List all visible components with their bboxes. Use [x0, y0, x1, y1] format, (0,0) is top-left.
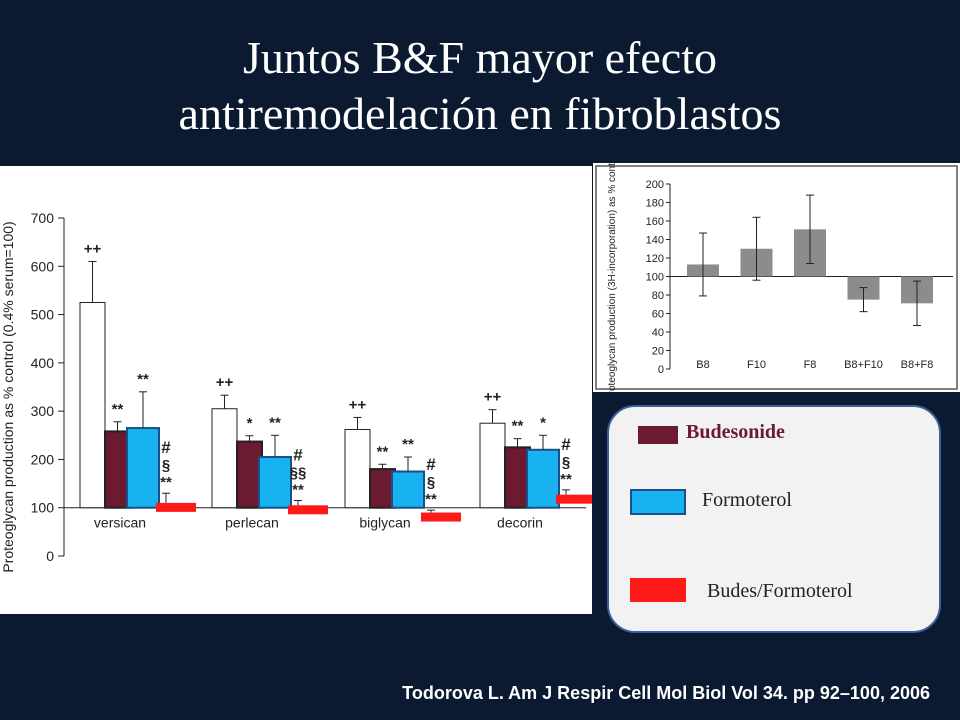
- category-label-decorin: decorin: [497, 515, 543, 531]
- significance-marker: **: [425, 491, 437, 508]
- slide-title: Juntos B&F mayor efecto antiremodelación…: [0, 30, 960, 142]
- y-tick-label: 700: [31, 210, 55, 226]
- bar-versican-2: [126, 427, 160, 509]
- inset-category-label-B8+F8: B8+F8: [901, 359, 934, 371]
- significance-marker: *: [540, 414, 546, 431]
- bar-perlecan-0: [211, 408, 238, 509]
- bar-biglycan-0: [344, 428, 371, 509]
- significance-marker: **: [112, 401, 124, 418]
- bar-versican-0: [79, 302, 106, 509]
- y-tick-label: 500: [31, 307, 55, 323]
- legend-swatch-budes-formoterol: [630, 578, 686, 602]
- significance-marker: **: [560, 471, 572, 488]
- significance-marker: #: [161, 438, 171, 457]
- significance-marker: **: [377, 443, 389, 460]
- legend-swatch-budesonide: [638, 426, 678, 444]
- legend-label-formoterol: Formoterol: [702, 489, 792, 511]
- inset-y-tick-label: 20: [652, 346, 664, 358]
- citation: Todorova L. Am J Respir Cell Mol Biol Vo…: [402, 683, 930, 703]
- inset-y-tick-label: 40: [652, 327, 664, 339]
- inset-category-label-F8: F8: [804, 359, 817, 371]
- significance-marker: *: [247, 415, 253, 432]
- bar-perlecan-1: [236, 440, 263, 509]
- y-tick-label: 0: [46, 548, 54, 564]
- title-line-2: antiremodelación en fibroblastos: [178, 88, 782, 139]
- bar-versican-3: [156, 502, 196, 512]
- significance-marker: **: [292, 481, 304, 498]
- legend-label-budes-formoterol: Budes/Formoterol: [707, 580, 853, 602]
- inset-y-tick-label: 160: [646, 216, 664, 228]
- bar-perlecan-3: [288, 505, 328, 515]
- inset-y-axis-label: Proteoglycan production (3H-incorporatio…: [607, 163, 618, 392]
- y-tick-label: 300: [31, 403, 55, 419]
- significance-marker: **: [137, 371, 149, 388]
- significance-marker: ++: [216, 374, 234, 391]
- significance-marker: ++: [484, 389, 502, 406]
- inset-y-tick-label: 140: [646, 235, 664, 247]
- significance-marker: **: [269, 414, 281, 431]
- y-axis-label: Proteoglycan production as % control (0.…: [0, 221, 16, 572]
- inset-y-tick-label: 0: [658, 364, 664, 376]
- significance-marker: ++: [84, 240, 102, 257]
- inset-y-tick-label: 120: [646, 253, 664, 265]
- significance-marker: #: [293, 445, 303, 464]
- y-tick-label: 600: [31, 258, 55, 274]
- category-label-versican: versican: [94, 515, 146, 531]
- significance-marker: **: [512, 418, 524, 435]
- significance-marker: #: [561, 435, 571, 454]
- y-tick-label: 100: [31, 500, 55, 516]
- main-bar-chart: 0 100 200 300 400 500 600 700 Proteoglycan produ…: [0, 210, 596, 573]
- significance-marker: ++: [349, 396, 367, 413]
- inset-bar-chart: 0 20 40 60 80 100 120 140 160 180 200 Proteoglycan …: [595, 152, 958, 401]
- bar-decorin-0: [479, 422, 506, 509]
- legend: Budesonide Formoterol Budes/Formoterol: [607, 405, 941, 633]
- bar-decorin-1: [504, 446, 531, 509]
- inset-category-label-F10: F10: [747, 359, 766, 371]
- inset-y-tick-label: 80: [652, 290, 664, 302]
- category-label-perlecan: perlecan: [225, 515, 279, 531]
- inset-category-label-B8+F10: B8+F10: [844, 359, 883, 371]
- bar-decorin-3: [556, 494, 596, 504]
- inset-y-tick-label: 60: [652, 309, 664, 321]
- legend-label-budesonide: Budesonide: [686, 421, 785, 443]
- bar-decorin-2: [526, 448, 560, 509]
- bar-biglycan-2: [391, 470, 425, 509]
- main-chart-panel: 0 100 200 300 400 500 600 700 Proteoglycan produ…: [0, 166, 596, 614]
- bar-versican-1: [104, 430, 131, 509]
- legend-swatch-formoterol: [630, 489, 686, 515]
- y-tick-label: 200: [31, 451, 55, 467]
- category-label-biglycan: biglycan: [359, 515, 410, 531]
- significance-marker: #: [426, 455, 436, 474]
- inset-y-tick-label: 180: [646, 198, 664, 210]
- significance-marker: §§: [290, 464, 307, 481]
- significance-marker: **: [402, 436, 414, 453]
- significance-marker: §: [162, 457, 170, 474]
- inset-category-label-B8: B8: [696, 359, 709, 371]
- bar-perlecan-2: [258, 456, 292, 509]
- inset-frame: [595, 165, 958, 390]
- bar-biglycan-3: [421, 512, 461, 522]
- y-tick-label: 400: [31, 355, 55, 371]
- significance-marker: **: [160, 474, 172, 491]
- significance-marker: §: [427, 474, 435, 491]
- inset-y-tick-label: 100: [646, 272, 664, 284]
- title-line-1: Juntos B&F mayor efecto: [243, 32, 717, 83]
- inset-chart-panel: 0 20 40 60 80 100 120 140 160 180 200 Proteoglycan …: [593, 152, 960, 401]
- inset-y-tick-label: 200: [646, 179, 664, 191]
- bar-biglycan-1: [369, 468, 396, 509]
- significance-marker: §: [562, 454, 570, 471]
